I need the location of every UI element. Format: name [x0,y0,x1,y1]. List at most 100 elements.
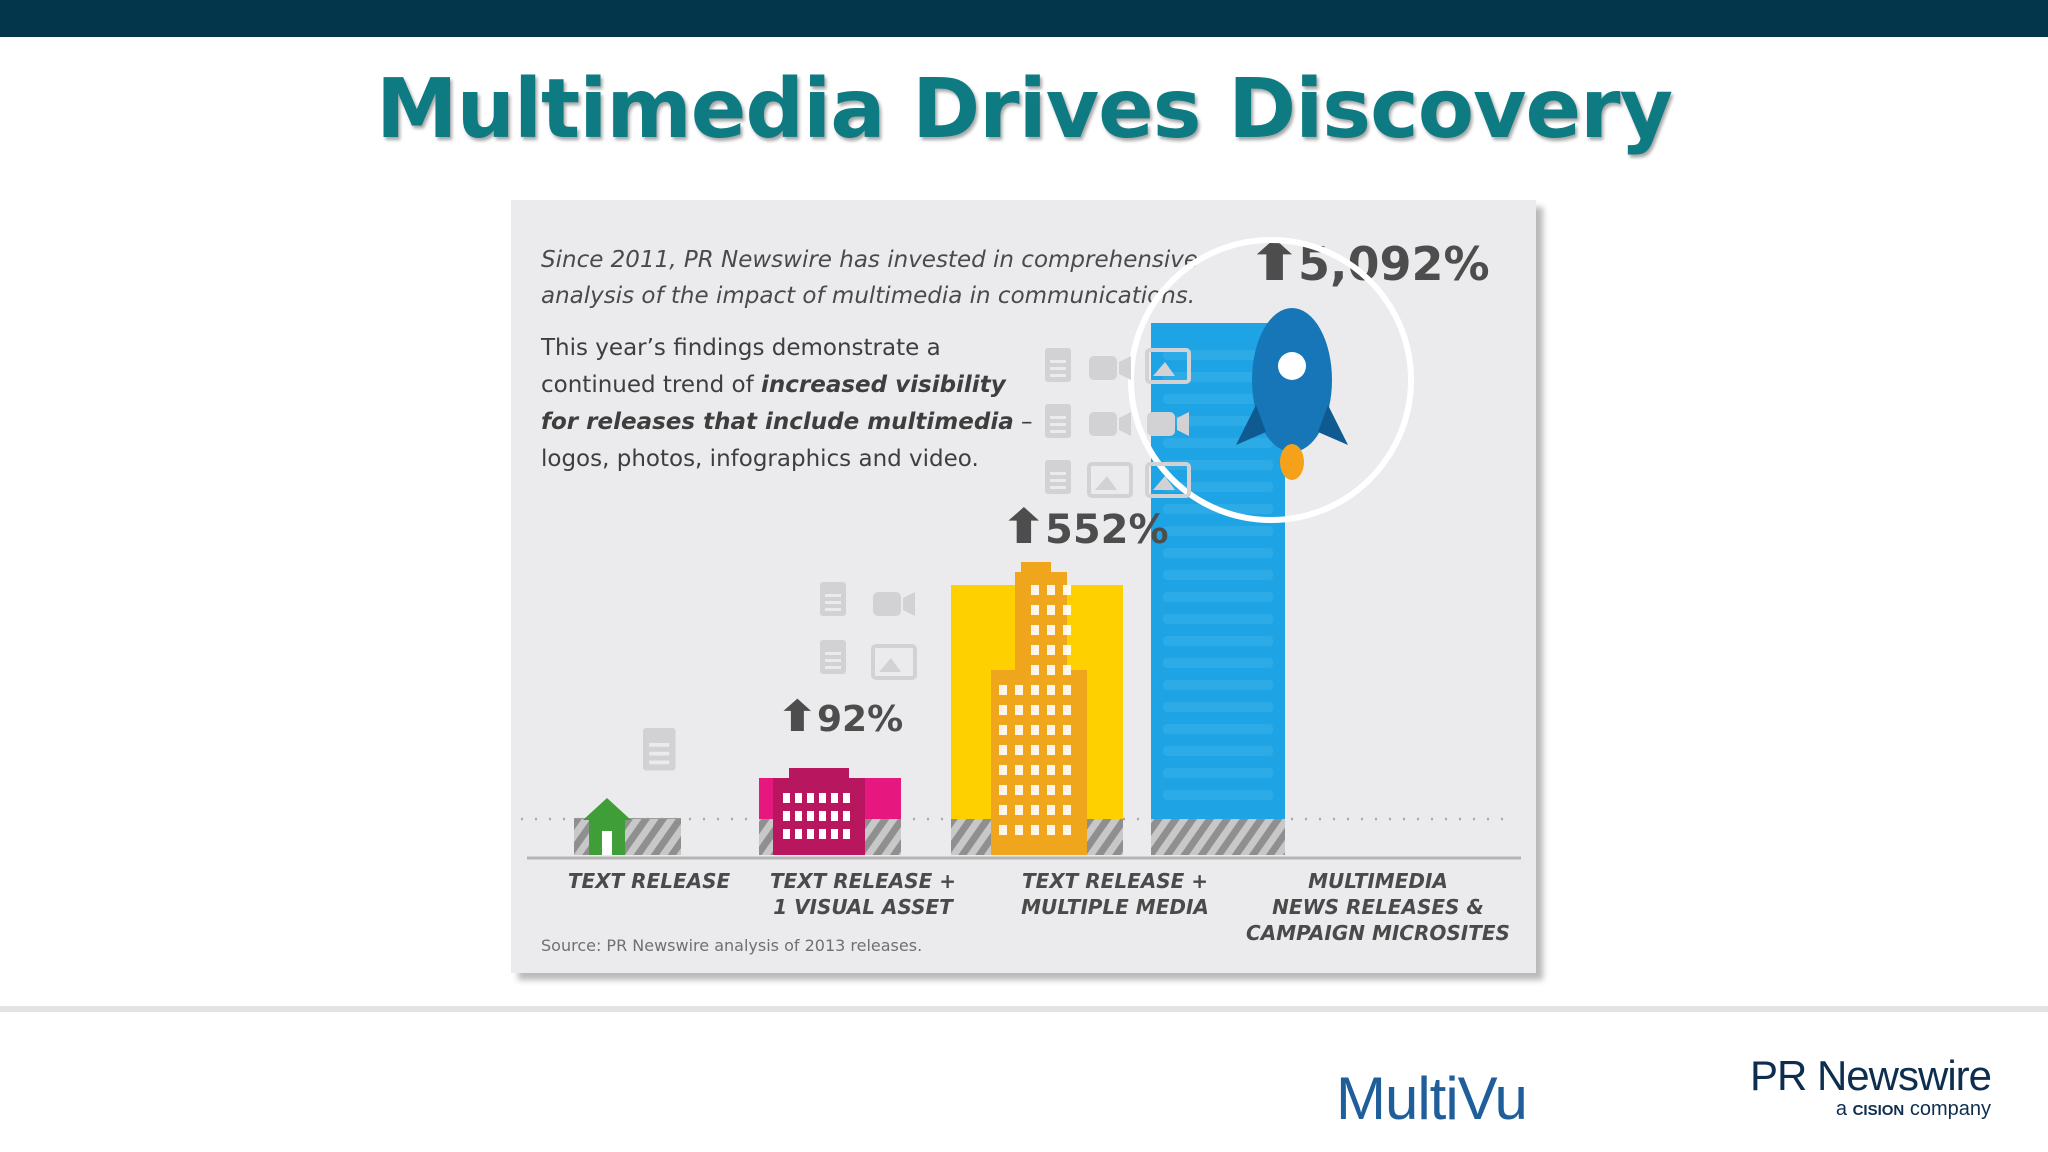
orange-tower-window [1047,605,1055,615]
up-arrow-icon [783,698,811,731]
video-camera-icon-lens [903,592,915,616]
document-icon-line [825,594,841,597]
pink-building-window [795,793,802,803]
bar-4-pattern-stripe [1163,746,1273,756]
document-icon-line [649,751,670,756]
orange-tower-window [1031,685,1039,695]
source-note: Source: PR Newswire analysis of 2013 rel… [541,936,923,955]
bar-4-pattern-stripe [1163,636,1273,646]
document-icon [820,640,846,674]
pink-building-window [819,793,826,803]
document-icon-line [649,743,670,747]
document-icon [1045,460,1071,494]
document-icon [1045,348,1071,382]
house-roof [583,798,631,820]
prnewswire-logo: PR Newswire a CISION company [1726,1052,1992,1122]
document-icon-line [1050,374,1066,377]
orange-tower-window [999,745,1007,755]
orange-tower-window [1063,645,1071,655]
bar-4-pattern-stripe [1163,724,1273,734]
bar-4-pattern-stripe [1163,658,1273,668]
orange-tower-window [1047,805,1055,815]
orange-tower-window [1015,805,1023,815]
orange-tower-window [1063,765,1071,775]
bar-4-pattern-stripe [1163,416,1273,426]
document-icon-line [1050,472,1066,475]
category-label-4: NEWS RELEASES & [1272,895,1484,919]
orange-tower-window [1063,585,1071,595]
video-camera-icon [1089,412,1117,436]
orange-tower-window [999,785,1007,795]
bar-4-pattern-stripe [1163,438,1273,448]
document-icon-line [1050,430,1066,433]
bar-chart: 92%552%5,092%TEXT RELEASE TEXT RELEASE +1… [521,237,1521,945]
document-icon-line [1050,416,1066,419]
photo-icon-mountain [1153,362,1175,376]
orange-tower-window [999,825,1007,835]
orange-tower-window [1031,805,1039,815]
orange-tower-window [1031,605,1039,615]
orange-tower-window [999,705,1007,715]
pink-building-window [807,829,814,839]
bar-3-value-label: 552% [1045,507,1169,553]
bar-4-pattern-stripe [1163,614,1273,624]
orange-tower-window [1063,805,1071,815]
intro-text: Since 2011, PR Newswire has invested in … [541,247,1199,309]
orange-tower-window [1047,765,1055,775]
orange-tower-window [1015,765,1023,775]
multivu-logo: MultiVu [1336,1065,1528,1132]
pink-building-window [843,811,850,821]
pink-building-window [783,829,790,839]
document-icon-line [825,666,841,669]
orange-tower-window [1047,785,1055,795]
document-icon-line [1050,486,1066,489]
photo-icon [1145,348,1191,384]
orange-tower-window [1063,725,1071,735]
orange-tower-window [1031,825,1039,835]
orange-tower-window [1015,785,1023,795]
document-icon-line [825,608,841,611]
infographic-panel: Since 2011, PR Newswire has invested in … [511,200,1536,973]
bar-4-pattern-stripe [1163,592,1273,602]
bar-4-hatch-base [1151,819,1285,855]
rocket-window [1278,352,1306,380]
bar-4-pattern-stripe [1163,790,1273,800]
orange-tower-window [1047,585,1055,595]
bar-4-pattern-stripe [1163,702,1273,712]
photo-icon [1087,462,1133,498]
bar-4-pattern-stripe [1163,548,1273,558]
orange-tower-window [1063,625,1071,635]
photo-icon [871,644,917,680]
orange-tower-window [1031,705,1039,715]
orange-tower-window [1063,605,1071,615]
category-label-2: 1 VISUAL ASSET [773,895,954,919]
orange-tower-window [999,805,1007,815]
orange-tower-top [1021,562,1051,576]
photo-icon-mountain [1153,476,1175,490]
prnewswire-logo-name: PR Newswire [1749,1052,1992,1099]
orange-tower-window [1031,765,1039,775]
orange-tower-window [1031,745,1039,755]
top-bar [0,0,2048,37]
orange-tower-window [1031,665,1039,675]
footer-divider [0,1006,2048,1012]
orange-tower-window [1063,785,1071,795]
orange-tower-window [999,765,1007,775]
orange-tower-window [1031,625,1039,635]
pink-building-window [831,829,838,839]
photo-icon-mountain [879,658,901,672]
orange-tower-window [999,685,1007,695]
up-arrow-icon [1008,507,1039,543]
bar-4-pattern-stripe [1163,526,1273,536]
orange-tower-window [1031,785,1039,795]
document-icon-line [1050,423,1066,426]
tagline-a: a [1835,1098,1848,1120]
orange-tower-window [999,725,1007,735]
category-label-4: MULTIMEDIA [1308,869,1448,893]
orange-tower-window [1015,685,1023,695]
findings-text-end: – logos, photos, infographics and video. [541,409,1033,472]
rocket-fin-right [1318,405,1348,445]
pink-building-window [807,793,814,803]
bar-4-value-label: 5,092% [1298,237,1490,291]
document-icon-line [1050,367,1066,370]
